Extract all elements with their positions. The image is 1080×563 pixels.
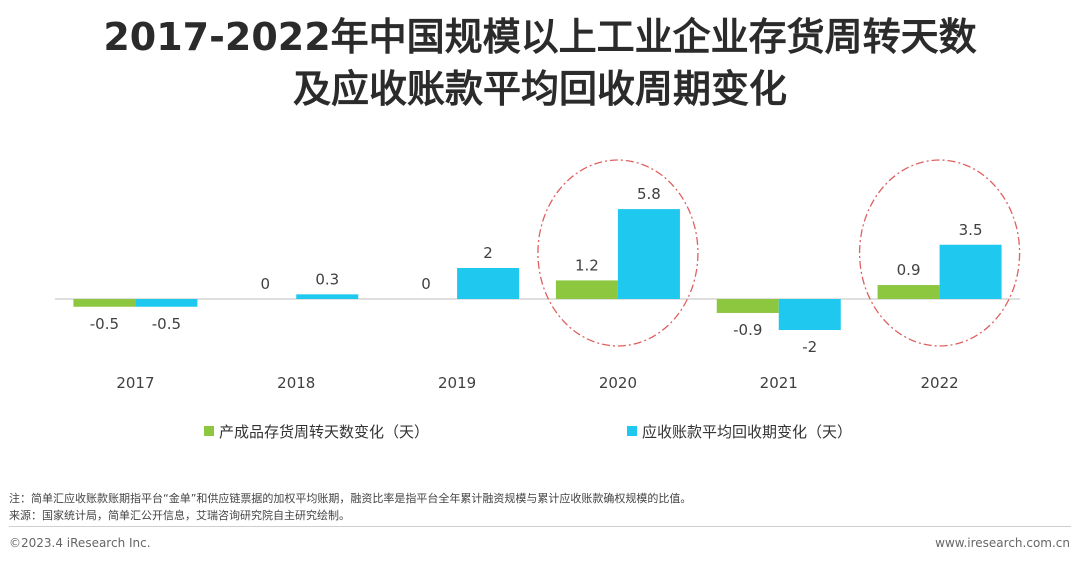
website-text: www.iresearch.com.cn <box>935 536 1070 550</box>
bar-receivable-2022 <box>939 244 1002 299</box>
bar-receivable-2019 <box>457 268 520 299</box>
bar-chart: -0.5 -0.5 2017 0 0.3 2018 0 2 2019 1.2 5.8 2020 -0.9… <box>55 159 1021 441</box>
bar-inventory-2022 <box>877 285 940 299</box>
bar-receivable-2021 <box>778 299 841 330</box>
chart-title-line-1: 2017-2022年中国规模以上工业企业存货周转天数 <box>103 15 977 59</box>
data-label-inventory-2017: -0.5 <box>90 315 119 333</box>
bar-receivable-2018 <box>296 294 359 299</box>
data-label-inventory-2018: 0 <box>260 275 270 293</box>
footer-divider <box>9 526 1071 527</box>
x-tick-label-2019: 2019 <box>438 374 476 392</box>
data-label-inventory-2021: -0.9 <box>733 321 762 339</box>
data-label-receivable-2019: 2 <box>483 244 493 262</box>
data-label-receivable-2022: 3.5 <box>959 221 983 239</box>
chart-title-line-2: 及应收账款平均回收周期变化 <box>292 67 787 111</box>
data-label-inventory-2022: 0.9 <box>897 261 921 279</box>
data-label-receivable-2018: 0.3 <box>315 270 339 288</box>
bar-receivable-2020 <box>617 209 680 299</box>
data-label-inventory-2020: 1.2 <box>575 256 599 274</box>
footnote-note: 注：简单汇应收账款账期指平台“金单”和供应链票据的加权平均账期，融资比率是指平台… <box>9 492 692 505</box>
footnote-source: 来源：国家统计局，简单汇公开信息，艾瑞咨询研究院自主研究绘制。 <box>9 509 350 522</box>
highlight-circle-2022 <box>858 159 1021 347</box>
x-tick-label-2017: 2017 <box>116 374 154 392</box>
copyright-text: ©2023.4 iResearch Inc. <box>9 536 151 550</box>
bar-inventory-2021 <box>716 299 779 313</box>
data-label-receivable-2020: 5.8 <box>637 185 661 203</box>
x-tick-label-2018: 2018 <box>277 374 315 392</box>
legend-receivable-label: 应收账款平均回收期变化（天） <box>642 423 852 441</box>
data-label-inventory-2019: 0 <box>421 275 431 293</box>
x-tick-label-2020: 2020 <box>599 374 637 392</box>
x-tick-label-2021: 2021 <box>760 374 798 392</box>
x-tick-label-2022: 2022 <box>920 374 958 392</box>
legend-receivable-swatch <box>627 426 637 436</box>
legend-inventory-label: 产成品存货周转天数变化（天） <box>219 423 429 441</box>
bar-receivable-2017 <box>135 299 198 307</box>
bar-inventory-2020 <box>555 280 618 299</box>
data-label-receivable-2021: -2 <box>802 338 817 356</box>
highlight-circle-2020 <box>537 159 699 347</box>
legend-inventory-swatch <box>204 426 214 436</box>
bar-inventory-2017 <box>73 299 136 307</box>
data-label-receivable-2017: -0.5 <box>152 315 181 333</box>
